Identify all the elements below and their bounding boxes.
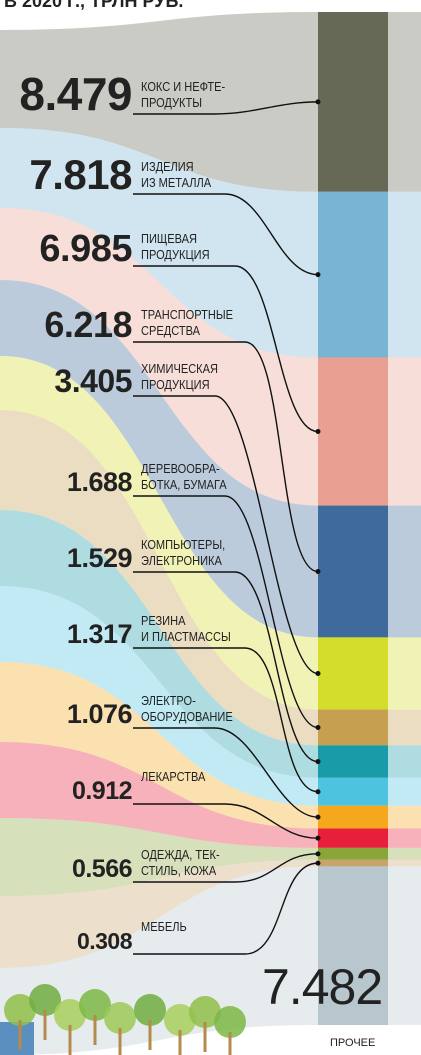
bar-segment [318, 709, 388, 746]
tree-trunk [203, 1022, 207, 1052]
tree-trunk [148, 1020, 152, 1050]
bar-segment [318, 637, 388, 710]
leader-line [133, 341, 319, 573]
flow-band [0, 742, 421, 848]
category-label: ПРОЧЕЕ [330, 1037, 376, 1049]
leader-dot [315, 99, 321, 105]
tree [189, 996, 221, 1028]
leader-line [133, 803, 319, 839]
flow-band [0, 859, 421, 968]
leader-dot [315, 851, 321, 857]
value-label: 1.529 [66, 543, 133, 574]
bar-segment [318, 828, 388, 848]
value-label: 1.317 [66, 619, 133, 650]
tree-trunk [228, 1032, 232, 1055]
bar-segment [318, 12, 388, 192]
category-label: ПИЩЕВАЯ ПРОДУКЦИЯ [141, 231, 210, 262]
bar-segment [318, 777, 388, 806]
value-label: 3.405 [54, 362, 132, 399]
leader-line [133, 395, 319, 675]
value-label: 8.479 [19, 67, 132, 120]
tree [164, 1004, 196, 1036]
flow-band [0, 410, 421, 746]
leader-dot [315, 860, 321, 866]
value-label: 6.985 [39, 227, 132, 270]
value-label: 0.912 [71, 776, 133, 805]
leader-line [133, 101, 319, 115]
flow-band [0, 128, 421, 358]
value-label: 6.218 [44, 304, 132, 346]
tree-trunk [43, 1010, 47, 1040]
tree-trunk [93, 1015, 97, 1045]
leader-line [133, 647, 319, 793]
category-label: ОДЕЖДА, ТЕК- СТИЛЬ, КОЖА [141, 847, 220, 878]
tree [134, 994, 166, 1026]
leader-dot [315, 789, 321, 795]
bar-segment [318, 357, 388, 506]
trees-decor [0, 984, 246, 1055]
bar-segment [318, 745, 388, 778]
leader-dot [315, 429, 321, 435]
leader-line [133, 853, 319, 883]
flow-band [0, 12, 421, 192]
leader-dot [315, 814, 321, 820]
leader-dot [315, 759, 321, 765]
leader-dot [315, 724, 321, 730]
tree-trunk [68, 1025, 72, 1055]
tree [214, 1006, 246, 1038]
value-label: 7.818 [29, 151, 132, 199]
category-label: КОМПЬЮТЕРЫ, ЭЛЕКТРОНИКА [141, 537, 226, 568]
bar-segment [318, 859, 388, 867]
leader-line [133, 571, 319, 763]
tree [79, 989, 111, 1021]
category-label: ЭЛЕКТРО- ОБОРУДОВАНИЕ [141, 693, 233, 724]
flow-band [0, 510, 421, 778]
bar-segment [318, 191, 388, 358]
category-label: ИЗДЕЛИЯ ИЗ МЕТАЛЛА [141, 159, 212, 190]
leader-dot [315, 835, 321, 841]
flow-band [0, 356, 421, 710]
category-label: ТРАНСПОРТНЫЕ СРЕДСТВА [141, 307, 234, 338]
category-label: ХИМИЧЕСКАЯ ПРОДУКЦИЯ [141, 361, 218, 392]
bar-segment [318, 805, 388, 829]
tree-trunk [178, 1030, 182, 1055]
bar-segment [318, 866, 388, 1025]
tree-trunk [18, 1020, 22, 1050]
category-label: РЕЗИНА И ПЛАСТМАССЫ [141, 613, 231, 644]
chart-title: В 2020 Г., ТРЛН РУБ. [4, 0, 184, 11]
category-label: МЕБЕЛЬ [141, 919, 187, 934]
tree [104, 1002, 136, 1034]
tree [4, 994, 36, 1026]
value-label: 1.688 [66, 467, 133, 498]
category-label: ЛЕКАРСТВА [141, 769, 206, 784]
leader-line [133, 727, 319, 818]
value-label: 0.566 [71, 854, 133, 883]
decor-block [0, 1022, 34, 1055]
tree-trunk [118, 1028, 122, 1055]
leader-line [133, 495, 319, 729]
category-label: КОКС И НЕФТЕ- ПРОДУКТЫ [141, 79, 226, 110]
flow-band [0, 818, 421, 896]
flow-band [0, 586, 421, 806]
tree [29, 984, 61, 1016]
leader-dot [315, 272, 321, 278]
value-label: 1.076 [66, 699, 133, 730]
leader-dot [315, 568, 321, 574]
leader-line [133, 265, 319, 433]
tree [54, 999, 86, 1031]
category-label: ДЕРЕВООБРА- БОТКА, БУМАГА [141, 461, 227, 492]
value-label: 7.482 [262, 959, 383, 1015]
flow-band [0, 280, 421, 638]
flow-band [0, 662, 421, 829]
leader-line [133, 193, 319, 276]
bar-segment [318, 505, 388, 638]
value-label: 0.308 [76, 928, 133, 955]
leader-dot [315, 670, 321, 676]
bar-segment [318, 847, 388, 860]
leader-line [133, 862, 319, 955]
